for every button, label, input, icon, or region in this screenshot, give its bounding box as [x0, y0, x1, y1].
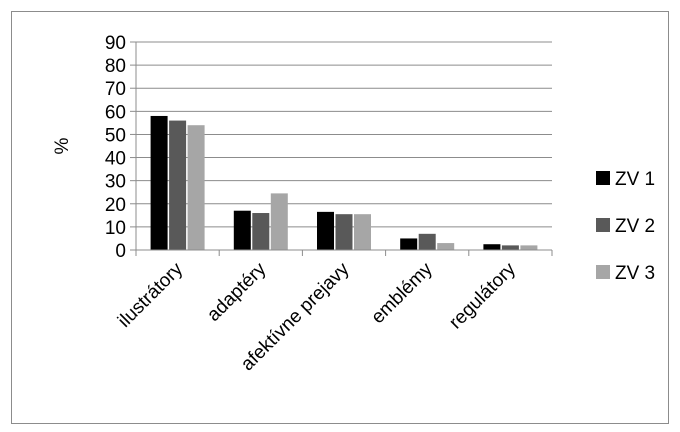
y-axis-label: % — [52, 137, 73, 154]
bar-emblémy-zv-1 — [400, 238, 418, 250]
bars — [150, 115, 538, 250]
legend-swatch — [596, 171, 610, 185]
bar-regulátory-zv-1 — [483, 244, 501, 250]
gridlines — [130, 41, 552, 251]
legend-label: ZV 3 — [615, 263, 655, 284]
bar-ilustrátory-zv-1 — [150, 115, 168, 250]
y-tick-label: 40 — [105, 149, 126, 170]
axes — [135, 42, 553, 256]
bar-regulátory-zv-2 — [501, 245, 519, 250]
y-tick-label: 50 — [105, 125, 126, 146]
x-tick-label: regulátory — [445, 258, 520, 333]
bar-afektívne prejavy-zv-3 — [354, 214, 371, 250]
bar-emblémy-zv-3 — [437, 243, 455, 250]
bar-adaptéry-zv-1 — [233, 210, 251, 250]
bar-afektívne prejavy-zv-1 — [317, 211, 334, 250]
x-tick-label: adaptéry — [203, 258, 270, 325]
y-tick-label: 60 — [105, 102, 126, 123]
legend-swatch — [596, 265, 610, 279]
bar-emblémy-zv-2 — [418, 233, 436, 250]
x-tick-label: ilustrátory — [114, 258, 187, 331]
bar-adaptéry-zv-3 — [270, 193, 288, 250]
legend-label: ZV 1 — [615, 169, 655, 190]
x-tick-label: emblémy — [367, 258, 437, 328]
bar-ilustrátory-zv-2 — [169, 120, 187, 250]
bar-ilustrátory-zv-3 — [187, 125, 205, 250]
legend: ZV 1 ZV 2 ZV 3 — [596, 169, 655, 284]
bar-afektívne prejavy-zv-2 — [335, 214, 353, 250]
bar-adaptéry-zv-2 — [252, 213, 270, 250]
y-tick-label: 0 — [115, 241, 126, 262]
y-tick-label: 20 — [105, 195, 126, 216]
legend-label: ZV 2 — [615, 216, 655, 237]
y-tick-label: 10 — [105, 218, 126, 239]
y-tick-label: 70 — [105, 79, 126, 100]
legend-swatch — [596, 218, 610, 232]
y-tick-label: 90 — [105, 33, 126, 54]
y-tick-label: 80 — [105, 56, 126, 77]
y-tick-label: 30 — [105, 172, 126, 193]
bar-regulátory-zv-3 — [520, 245, 538, 250]
